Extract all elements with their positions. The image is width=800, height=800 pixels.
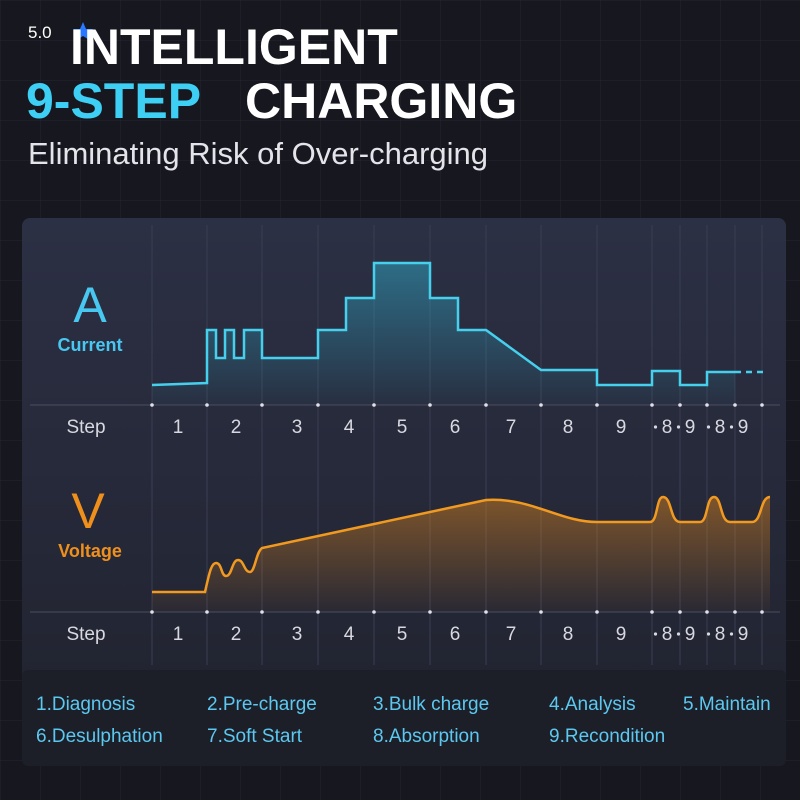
step-dot [729, 425, 734, 429]
step-label: 8 [563, 624, 574, 645]
legend-item: 2.Pre-charge [207, 694, 317, 715]
tick-dot [595, 610, 599, 614]
step-label: 8 [715, 417, 726, 438]
step-label: 8 [715, 624, 726, 645]
star-icon [73, 22, 93, 40]
step-label: 4 [344, 624, 355, 645]
tick-dot [650, 403, 654, 407]
current-area [152, 263, 735, 405]
tick-dot [678, 610, 682, 614]
tick-dot [260, 610, 264, 614]
step-dot [676, 425, 681, 429]
tick-dot [260, 403, 264, 407]
step-label: 1 [173, 624, 184, 645]
tick-dot [205, 403, 209, 407]
tick-dot [150, 610, 154, 614]
legend-item: 1.Diagnosis [36, 694, 135, 715]
legend: 1.Diagnosis 2.Pre-charge 3.Bulk charge 4.An… [36, 694, 771, 747]
step-label: 9 [738, 624, 749, 645]
tick-dot [539, 610, 543, 614]
legend-item: 5.Maintain [683, 694, 771, 715]
step-label: 3 [292, 417, 303, 438]
step-label: 9 [685, 417, 696, 438]
tick-dot [484, 403, 488, 407]
step-label: 8 [662, 417, 673, 438]
tick-dot [760, 610, 764, 614]
step-label: 2 [231, 417, 242, 438]
step-label: 5 [397, 417, 408, 438]
step-label: 8 [563, 417, 574, 438]
tick-dot [205, 610, 209, 614]
legend-item: 9.Recondition [549, 726, 665, 747]
tick-dot [650, 610, 654, 614]
legend-item: 8.Absorption [373, 726, 480, 747]
step-labels: 1 2 3 4 5 6 7 8 9 8 9 8 91 2 3 4 5 6 7 8 9 8 9 8 9 [150, 403, 764, 645]
step-dot [706, 632, 711, 636]
tick-dot [733, 403, 737, 407]
step-label: 1 [173, 417, 184, 438]
legend-item: 7.Soft Start [207, 726, 303, 747]
current-trace [151, 261, 735, 387]
legend-item: 4.Analysis [549, 694, 636, 715]
tick-dot [484, 610, 488, 614]
step-label: 6 [450, 624, 461, 645]
current-symbol: A [73, 277, 107, 333]
voltage-symbol: V [71, 483, 105, 539]
tick-dot [150, 403, 154, 407]
tick-dot [539, 403, 543, 407]
tick-dot [760, 403, 764, 407]
title-highlight: 9-STEP [26, 73, 201, 129]
legend-panel [22, 670, 786, 766]
tick-dot [372, 610, 376, 614]
step-dot [653, 425, 658, 429]
tick-dot [428, 610, 432, 614]
current-label: Current [57, 335, 122, 355]
voltage-label: Voltage [58, 541, 122, 561]
legend-item: 6.Desulphation [36, 726, 163, 747]
step-label: 9 [616, 624, 627, 645]
tick-dot [733, 610, 737, 614]
title-rest: CHARGING [245, 73, 517, 129]
step-dot [729, 632, 734, 636]
tick-dot [372, 403, 376, 407]
tick-dot [428, 403, 432, 407]
step-label: 9 [685, 624, 696, 645]
step-dot [706, 425, 711, 429]
tick-dot [705, 403, 709, 407]
voltage-area [152, 497, 770, 612]
tick-dot [678, 403, 682, 407]
voltage-trace [152, 495, 771, 594]
step-dot [653, 632, 658, 636]
step-axis-label: Step [66, 417, 105, 438]
tick-dot [316, 403, 320, 407]
step-label: 5 [397, 624, 408, 645]
subtitle: Eliminating Risk of Over-charging [28, 136, 488, 171]
step-label: 6 [450, 417, 461, 438]
tick-dot [705, 610, 709, 614]
tick-dot [595, 403, 599, 407]
step-label: 7 [506, 624, 517, 645]
step-label: 8 [662, 624, 673, 645]
step-label: 7 [506, 417, 517, 438]
step-axis-label: Step [66, 624, 105, 645]
title-line1: INTELLIGENT [70, 19, 398, 75]
legend-item: 3.Bulk charge [373, 694, 489, 715]
step-label: 3 [292, 624, 303, 645]
step-label: 9 [738, 417, 749, 438]
tick-dot [316, 610, 320, 614]
step-dot [676, 632, 681, 636]
step-label: 2 [231, 624, 242, 645]
rating: 5.0 [28, 23, 52, 42]
step-label: 4 [344, 417, 355, 438]
step-label: 9 [616, 417, 627, 438]
